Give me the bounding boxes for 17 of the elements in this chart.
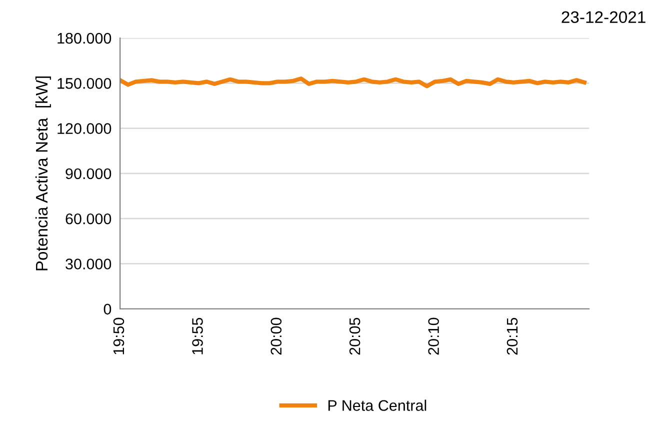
line-series xyxy=(120,76,586,88)
y-tick-label: 150.000 xyxy=(58,78,112,89)
y-tick-label: 180.000 xyxy=(58,32,112,44)
x-tick-label: 20:15 xyxy=(506,318,518,355)
legend-label: P Neta Central xyxy=(328,400,426,411)
y-tick-label: 60.000 xyxy=(66,213,112,224)
x-tick-label: 19:50 xyxy=(113,318,124,354)
x-tick-label: 20:10 xyxy=(428,318,439,355)
x-tick-label: 19:55 xyxy=(192,318,203,354)
y-tick-label: 30.000 xyxy=(66,258,112,270)
y-tick-label: 120.000 xyxy=(58,123,112,134)
x-tick-label: 20:05 xyxy=(349,318,360,355)
y-axis-title: Potencia Activa Neta [kW] xyxy=(35,76,51,270)
x-tick-label: 20:00 xyxy=(270,318,282,355)
chart-title: 23-12-2021 xyxy=(562,11,646,24)
y-tick-label: 0 xyxy=(104,304,112,315)
y-tick-label: 90.000 xyxy=(66,168,112,180)
